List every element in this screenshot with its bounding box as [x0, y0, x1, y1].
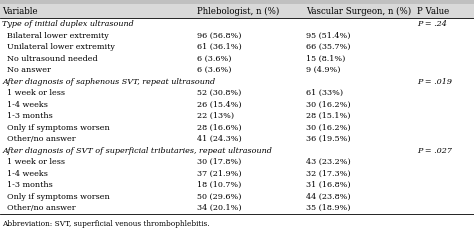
- Text: 9 (4.9%): 9 (4.9%): [306, 66, 340, 74]
- Text: P = .24: P = .24: [417, 20, 447, 28]
- Text: No ultrasound needed: No ultrasound needed: [2, 55, 98, 63]
- Text: Only if symptoms worsen: Only if symptoms worsen: [2, 193, 110, 201]
- Text: No answer: No answer: [2, 66, 51, 74]
- Text: 1-3 months: 1-3 months: [2, 181, 53, 189]
- Text: P = .019: P = .019: [417, 78, 452, 86]
- Text: 28 (16.6%): 28 (16.6%): [197, 124, 241, 132]
- Text: Only if symptoms worsen: Only if symptoms worsen: [2, 124, 110, 132]
- Text: After diagnosis of SVT of superficial tributaries, repeat ultrasound: After diagnosis of SVT of superficial tr…: [2, 147, 272, 155]
- Text: 6 (3.6%): 6 (3.6%): [197, 55, 231, 63]
- Text: 1-3 months: 1-3 months: [2, 112, 53, 120]
- Text: 95 (51.4%): 95 (51.4%): [306, 32, 350, 40]
- Text: 52 (30.8%): 52 (30.8%): [197, 89, 241, 97]
- Text: 1 week or less: 1 week or less: [2, 158, 65, 166]
- Text: After diagnosis of saphenous SVT, repeat ultrasound: After diagnosis of saphenous SVT, repeat…: [2, 78, 216, 86]
- Text: 66 (35.7%): 66 (35.7%): [306, 43, 350, 51]
- Text: 61 (33%): 61 (33%): [306, 89, 343, 97]
- Text: 50 (29.6%): 50 (29.6%): [197, 193, 241, 201]
- Bar: [0, 0, 474, 4]
- Text: 30 (17.8%): 30 (17.8%): [197, 158, 241, 166]
- Text: Type of initial duplex ultrasound: Type of initial duplex ultrasound: [2, 20, 134, 28]
- Text: Other/no answer: Other/no answer: [2, 135, 76, 143]
- Text: 32 (17.3%): 32 (17.3%): [306, 170, 350, 178]
- Text: Other/no answer: Other/no answer: [2, 204, 76, 212]
- Text: 18 (10.7%): 18 (10.7%): [197, 181, 241, 189]
- Text: 37 (21.9%): 37 (21.9%): [197, 170, 241, 178]
- Text: 26 (15.4%): 26 (15.4%): [197, 101, 241, 109]
- Text: Abbreviation: SVT, superficial venous thrombophlebitis.: Abbreviation: SVT, superficial venous th…: [2, 219, 210, 228]
- Text: 15 (8.1%): 15 (8.1%): [306, 55, 345, 63]
- Text: 30 (16.2%): 30 (16.2%): [306, 124, 350, 132]
- Text: 22 (13%): 22 (13%): [197, 112, 234, 120]
- Text: 1 week or less: 1 week or less: [2, 89, 65, 97]
- Text: Variable: Variable: [2, 6, 38, 16]
- Text: 36 (19.5%): 36 (19.5%): [306, 135, 350, 143]
- Text: Unilateral lower extremity: Unilateral lower extremity: [2, 43, 115, 51]
- Text: 1-4 weeks: 1-4 weeks: [2, 170, 48, 178]
- Text: 34 (20.1%): 34 (20.1%): [197, 204, 241, 212]
- Bar: [0, 4, 474, 18]
- Text: 44 (23.8%): 44 (23.8%): [306, 193, 350, 201]
- Text: 96 (56.8%): 96 (56.8%): [197, 32, 241, 40]
- Text: 6 (3.6%): 6 (3.6%): [197, 66, 231, 74]
- Text: 30 (16.2%): 30 (16.2%): [306, 101, 350, 109]
- Text: Phlebologist, n (%): Phlebologist, n (%): [197, 6, 279, 16]
- Text: Vascular Surgeon, n (%): Vascular Surgeon, n (%): [306, 6, 411, 16]
- Text: P Value: P Value: [417, 6, 449, 16]
- Text: Bilateral lower extremity: Bilateral lower extremity: [2, 32, 109, 40]
- Text: 41 (24.3%): 41 (24.3%): [197, 135, 241, 143]
- Text: 31 (16.8%): 31 (16.8%): [306, 181, 350, 189]
- Text: P = .027: P = .027: [417, 147, 452, 155]
- Text: 61 (36.1%): 61 (36.1%): [197, 43, 241, 51]
- Text: 28 (15.1%): 28 (15.1%): [306, 112, 350, 120]
- Text: 43 (23.2%): 43 (23.2%): [306, 158, 350, 166]
- Text: 1-4 weeks: 1-4 weeks: [2, 101, 48, 109]
- Text: 35 (18.9%): 35 (18.9%): [306, 204, 350, 212]
